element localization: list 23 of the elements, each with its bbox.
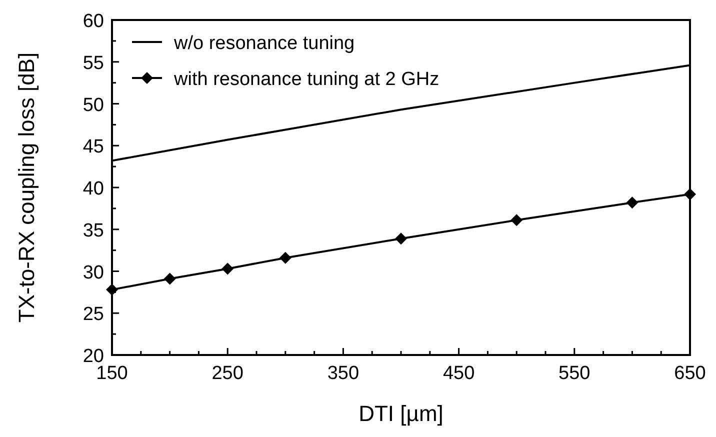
- y-tick-label: 25: [82, 304, 104, 326]
- y-tick-label: 40: [82, 178, 104, 200]
- point: [164, 272, 176, 285]
- y-axis-title: TX-to-RX coupling loss [dB]: [14, 52, 39, 323]
- legend-label: w/o resonance tuning: [173, 33, 355, 54]
- point: [279, 252, 292, 264]
- y-tick-label: 50: [82, 94, 104, 116]
- x-tick-label: 650: [674, 363, 706, 384]
- x-axis-title: DTI [µm]: [358, 401, 444, 426]
- y-tick-label: 35: [82, 220, 104, 242]
- point: [510, 214, 523, 226]
- x-tick-label: 550: [558, 363, 590, 384]
- x-tick-label: 450: [442, 363, 475, 384]
- y-tick-label: 55: [82, 52, 104, 74]
- y-tick-label: 45: [82, 136, 104, 158]
- x-tick-label: 350: [327, 363, 360, 384]
- legend-label: with resonance tuning at 2 GHz: [173, 69, 440, 90]
- y-tick-label: 30: [82, 262, 104, 284]
- point: [222, 262, 234, 275]
- x-tick-label: 250: [212, 363, 244, 384]
- point: [626, 196, 638, 209]
- y-tick-label: 60: [82, 11, 104, 32]
- point: [395, 232, 407, 245]
